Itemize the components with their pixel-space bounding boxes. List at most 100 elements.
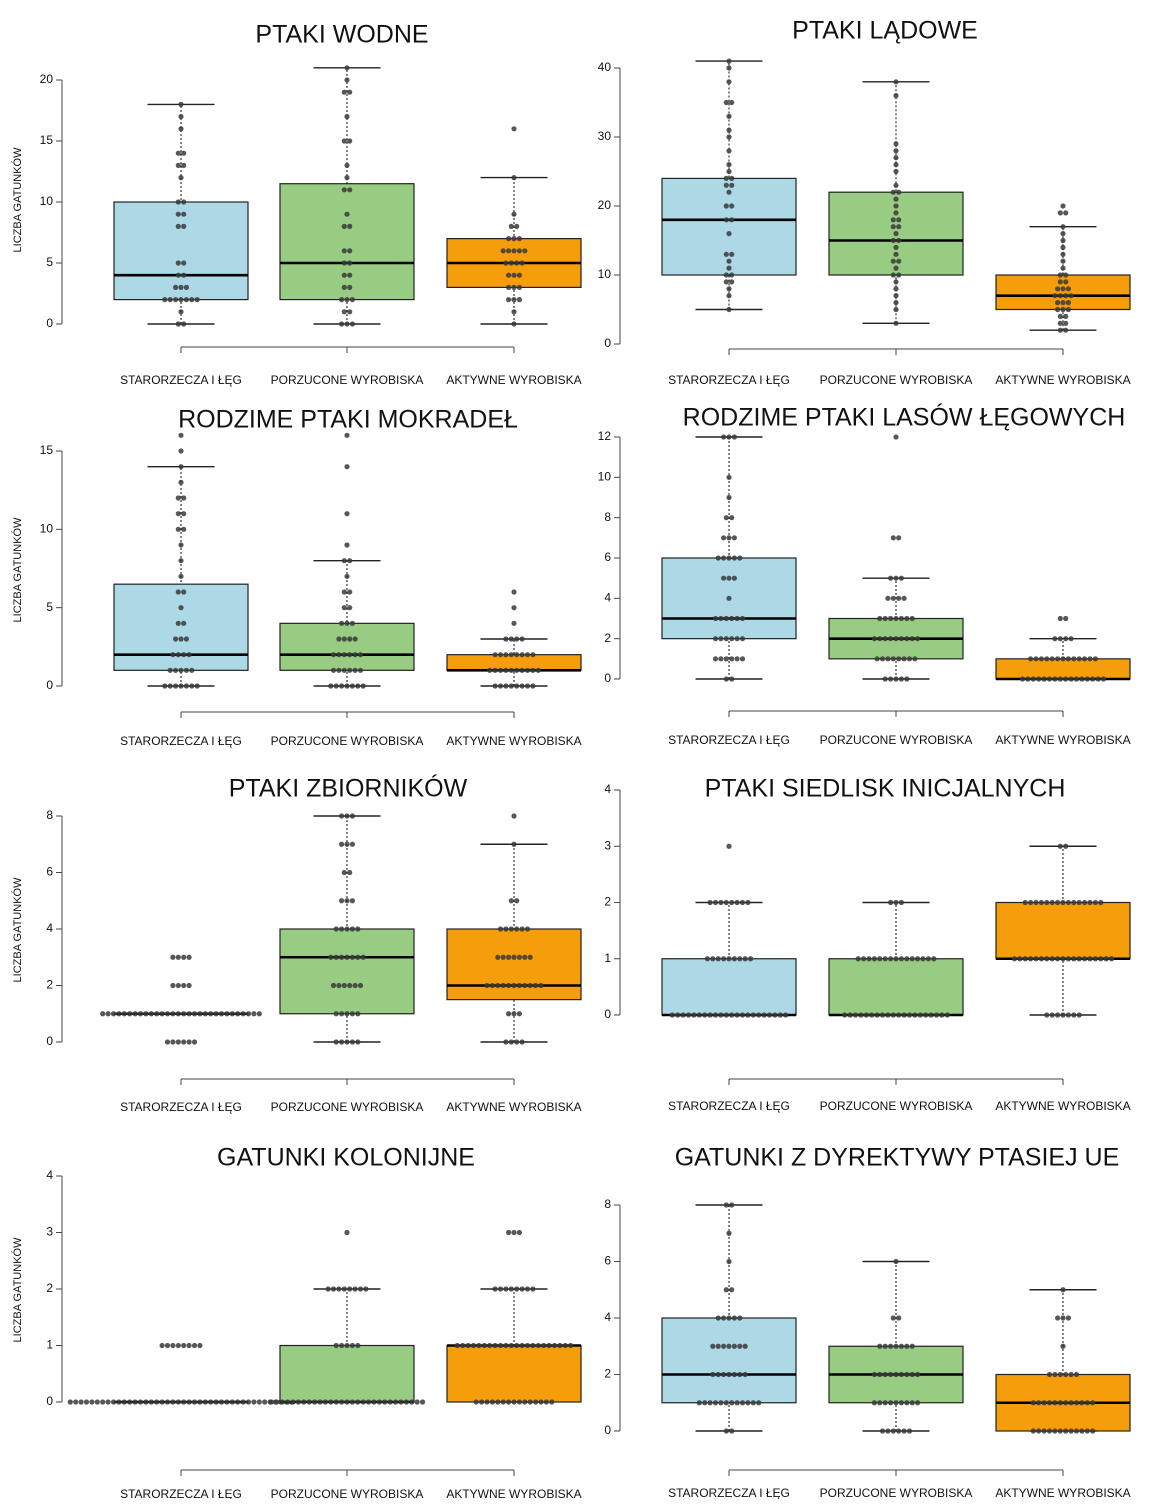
- data-point: [890, 656, 896, 662]
- data-point: [1065, 300, 1071, 306]
- y-tick-label: 30: [598, 129, 612, 143]
- data-point: [154, 1399, 160, 1405]
- data-point: [511, 1229, 517, 1236]
- data-point: [718, 656, 724, 662]
- box-1: [100, 954, 262, 1045]
- data-point: [376, 1399, 382, 1405]
- data-point: [186, 652, 192, 658]
- data-point: [178, 558, 184, 564]
- data-point: [516, 248, 523, 254]
- data-point: [888, 575, 894, 581]
- panel-title: PTAKI SIEDLISK INICJALNYCH: [705, 775, 1066, 803]
- data-point: [121, 1399, 127, 1405]
- data-point: [495, 982, 501, 989]
- data-point: [511, 126, 517, 132]
- data-point: [339, 1399, 345, 1405]
- data-point: [1057, 1371, 1063, 1378]
- data-point: [191, 1399, 198, 1405]
- data-point: [1073, 676, 1080, 682]
- data-point: [877, 636, 883, 642]
- y-tick-label: 2: [604, 1367, 611, 1381]
- data-point: [511, 841, 517, 847]
- data-point: [229, 1399, 235, 1405]
- x-category-label: STARORZECZA I ŁĘG: [668, 733, 790, 747]
- data-point: [511, 211, 517, 217]
- data-point: [181, 982, 187, 989]
- data-point: [175, 1011, 181, 1017]
- data-point: [1063, 676, 1069, 682]
- data-point: [178, 479, 184, 485]
- data-point: [197, 1342, 203, 1349]
- data-point: [745, 1400, 751, 1406]
- data-point: [170, 982, 176, 989]
- data-point: [181, 211, 187, 217]
- data-point: [893, 251, 899, 257]
- data-point: [742, 1371, 748, 1378]
- data-point: [1052, 293, 1058, 299]
- data-point: [235, 1011, 241, 1017]
- data-point: [890, 272, 896, 278]
- data-point: [268, 1399, 274, 1405]
- data-point: [164, 1039, 171, 1045]
- data-point: [874, 1012, 880, 1018]
- iqr-box: [995, 658, 1131, 680]
- data-point: [890, 1315, 896, 1321]
- data-point: [890, 258, 896, 264]
- data-point: [484, 982, 490, 989]
- data-point: [170, 1399, 176, 1405]
- data-point: [898, 956, 905, 962]
- data-point: [173, 683, 179, 689]
- data-point: [503, 652, 509, 658]
- data-point: [1063, 843, 1069, 849]
- data-point: [344, 464, 350, 470]
- data-point: [503, 667, 509, 673]
- iqr-box: [446, 1344, 582, 1403]
- data-point: [726, 127, 732, 133]
- data-point: [888, 676, 894, 682]
- data-point: [492, 667, 498, 673]
- data-point: [347, 982, 353, 989]
- data-point: [729, 1428, 735, 1434]
- data-point: [893, 168, 899, 175]
- data-point: [414, 1399, 420, 1405]
- data-point: [489, 982, 495, 989]
- iqr-box: [661, 1317, 797, 1404]
- data-point: [333, 1011, 339, 1017]
- data-point: [506, 1399, 512, 1405]
- data-point: [721, 956, 727, 962]
- data-point: [511, 1399, 517, 1405]
- data-point: [175, 211, 181, 217]
- data-point: [1068, 676, 1074, 682]
- data-point: [347, 636, 353, 642]
- y-tick-label: 6: [604, 1254, 611, 1268]
- data-point: [726, 148, 732, 154]
- data-point: [1071, 1012, 1077, 1018]
- data-point: [347, 284, 353, 290]
- data-point: [888, 899, 894, 906]
- data-point: [1057, 676, 1063, 682]
- data-point: [1055, 286, 1061, 292]
- data-point: [344, 432, 350, 438]
- y-tick-label: 4: [604, 782, 611, 796]
- data-point: [712, 656, 719, 662]
- data-point: [731, 575, 738, 581]
- data-point: [409, 1399, 415, 1405]
- data-point: [363, 1286, 369, 1292]
- data-point: [508, 898, 514, 904]
- data-point: [745, 1012, 751, 1018]
- data-point: [909, 1343, 915, 1349]
- data-point: [398, 1399, 404, 1405]
- data-point: [344, 77, 350, 83]
- data-point: [256, 1399, 262, 1405]
- data-point: [143, 1011, 149, 1017]
- data-point: [1063, 615, 1069, 622]
- data-point: [175, 321, 181, 327]
- data-point: [1092, 899, 1098, 906]
- data-point: [1063, 636, 1069, 642]
- data-point: [503, 683, 509, 689]
- data-point: [355, 1342, 361, 1349]
- data-point: [710, 1343, 716, 1349]
- data-point: [143, 1399, 149, 1405]
- data-point: [888, 615, 894, 622]
